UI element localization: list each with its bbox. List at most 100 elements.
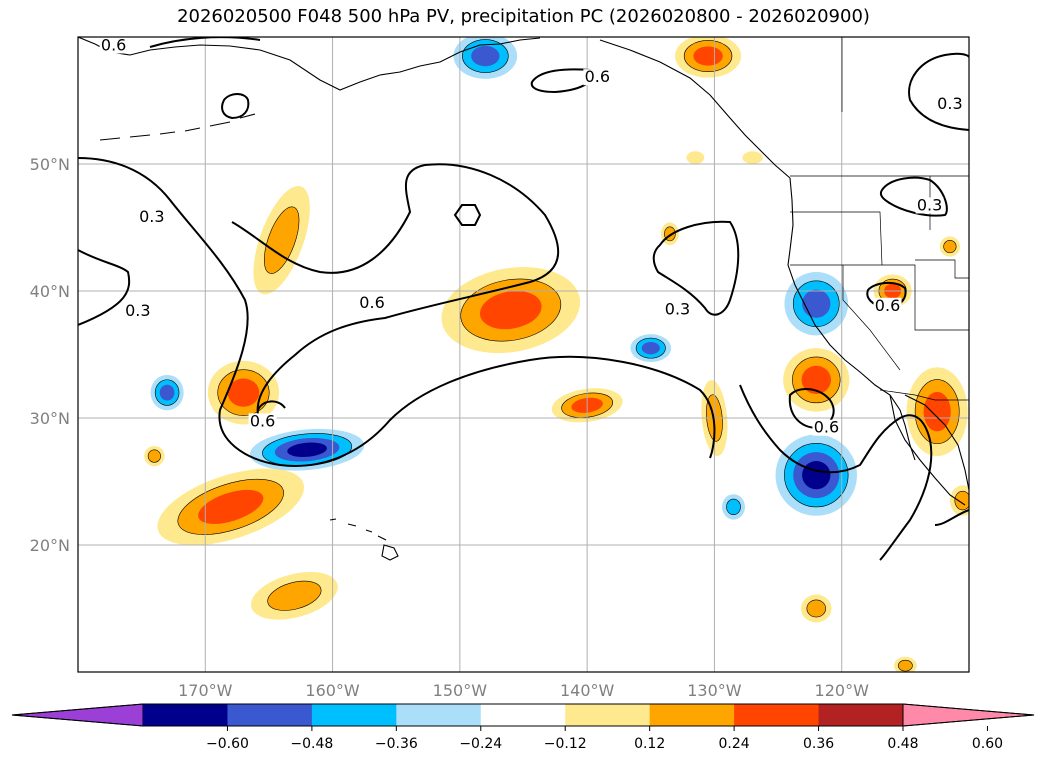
lon-tick-label: 170°W <box>178 681 233 700</box>
precip-shade-level <box>806 599 826 618</box>
pv-contour-lines <box>78 37 969 561</box>
contour-label-bg <box>873 297 902 314</box>
lon-tick-label: 140°W <box>560 681 615 700</box>
pv-contour-label: 0.6 <box>101 35 126 54</box>
lat-tick-label: 40°N <box>30 282 70 301</box>
precip-shade-level <box>693 46 723 66</box>
contour-label-bg <box>99 37 128 54</box>
pv-contour-06-middle <box>231 163 560 416</box>
precip-anomaly-blob <box>630 334 672 363</box>
colorbar-bin <box>734 704 820 726</box>
pv-contour-labels: 0.6 0.6 0.3 0.3 0.6 0.3 0.6 0.6 0.6 0.3 0.3 <box>99 35 964 437</box>
precip-shade-level <box>802 461 831 490</box>
contour-label-bg <box>137 208 166 225</box>
contour-label-bg <box>123 302 152 319</box>
precip-anomaly-blob <box>150 374 184 411</box>
pv-contour-06-small-west <box>257 400 286 411</box>
precip-shade-level <box>686 151 705 164</box>
precip-anomaly-blob <box>207 360 280 425</box>
colorbar-bin <box>649 704 735 726</box>
colorbar-bin <box>227 704 313 726</box>
map-plot-area: 0.6 0.6 0.3 0.3 0.6 0.3 0.6 0.6 0.6 0.3 0.3 <box>78 35 969 672</box>
precip-anomaly-blob <box>893 656 917 672</box>
pv-contour-06-nw-loop <box>221 93 250 120</box>
coastlines <box>78 37 969 561</box>
aleutian-islands <box>99 113 256 141</box>
precip-anomaly-blob <box>441 267 581 354</box>
precip-shade-level <box>923 391 951 432</box>
pv-contour-06-hexagon <box>453 204 482 226</box>
pv-contour-label: 0.3 <box>139 207 164 226</box>
contour-label-bg <box>812 419 841 436</box>
precip-anomaly-blob <box>686 151 705 164</box>
colorbar-outline <box>11 703 1035 727</box>
contour-label-bg <box>915 197 944 214</box>
precip-shade-level <box>159 384 175 401</box>
colorbar-tick-label: −0.48 <box>290 736 333 752</box>
pv-contour-label: 0.3 <box>125 301 150 320</box>
lon-tick-label: 130°W <box>687 681 742 700</box>
precip-anomaly-blob <box>157 468 305 546</box>
pv-contour-03-ne <box>908 52 969 131</box>
pv-contour-label: 0.6 <box>585 67 610 86</box>
precip-shade-level <box>227 378 260 407</box>
precip-anomaly-blob <box>949 485 969 516</box>
precip-shade-level <box>479 290 542 330</box>
pv-contour-03-east-loop <box>652 220 740 316</box>
pv-contour-label: 0.6 <box>875 296 900 315</box>
lon-tick-label: 150°W <box>433 681 488 700</box>
precip-shade-level <box>802 289 831 318</box>
precip-shade-level <box>287 442 327 458</box>
colorbar-tick-label: 0.60 <box>972 736 1003 752</box>
pv-contour-label: 0.6 <box>814 418 839 437</box>
baja-coastline <box>889 394 966 506</box>
us-state-borders <box>790 176 969 371</box>
colorbar-bin <box>311 704 397 726</box>
political-borders <box>790 37 969 401</box>
pv-contour-03-left <box>78 157 716 467</box>
precip-shade-level <box>198 489 264 524</box>
precip-anomaly-blob <box>674 37 742 78</box>
precip-anomaly-blob <box>742 151 763 164</box>
lon-tick-label: 120°W <box>815 681 870 700</box>
colorbar-bin <box>396 704 482 726</box>
pv-contour-label: 0.6 <box>359 293 384 312</box>
map-title: 2026020500 F048 500 hPa PV, precipitatio… <box>177 6 870 27</box>
precip-anomaly-blob <box>800 594 832 623</box>
contour-label-bg <box>248 413 277 430</box>
precip-anomaly-blob <box>939 236 961 257</box>
colorbar-tick-label: −0.60 <box>206 736 249 752</box>
precip-anomaly-blob <box>783 348 850 412</box>
alaska-coastline <box>78 37 541 91</box>
precip-anomaly-blob <box>144 445 165 467</box>
colorbar-bin <box>565 704 651 726</box>
colorbar-tick-label: −0.12 <box>544 736 587 752</box>
contour-label-bg <box>358 295 387 312</box>
lat-tick-label: 20°N <box>30 536 70 555</box>
colorbar-bin <box>143 704 228 726</box>
precip-shade-level <box>801 365 831 395</box>
colorbar-bin <box>480 704 566 726</box>
pv-contour-label: 0.3 <box>917 195 942 214</box>
pv-contour-label: 0.3 <box>665 300 690 319</box>
precip-shade-level <box>943 239 957 254</box>
precip-shade-level <box>264 206 300 274</box>
pv-contour-label: 0.3 <box>937 94 962 113</box>
hawaii-islands <box>329 518 399 561</box>
precip-shade-level <box>471 45 500 67</box>
contour-label-bg <box>583 69 612 86</box>
precip-anomaly-blob <box>784 271 849 336</box>
longitude-labels: 170°W 160°W 150°W 140°W 130°W 120°W <box>178 681 869 700</box>
latitude-labels: 20°N 30°N 40°N 50°N <box>30 155 70 555</box>
bc-coastline <box>599 39 791 179</box>
colorbar-tick-label: 0.36 <box>803 736 834 752</box>
precip-anomaly-blob <box>775 434 857 516</box>
precip-anomaly-blob <box>906 367 968 457</box>
pv-contour-03-far-left <box>78 249 131 326</box>
colorbar: −0.60 −0.48 −0.36 −0.24 −0.12 0.12 0.24 0.36 0.4… <box>11 703 1035 752</box>
precip-anomaly-blob <box>722 494 745 520</box>
colorbar-tick-label: −0.36 <box>375 736 418 752</box>
contour-label-bg <box>935 95 964 112</box>
colorbar-tick-label: −0.24 <box>459 736 502 752</box>
